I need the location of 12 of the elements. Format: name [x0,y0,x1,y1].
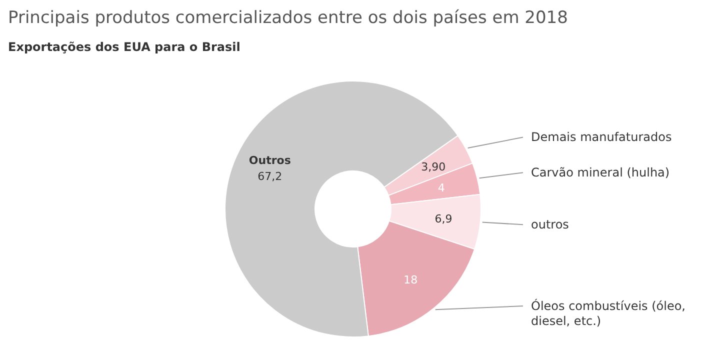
slice-label: Óleos combustíveis (óleo, diesel, etc.) [531,298,686,328]
data-label: 6,9 [434,212,452,226]
slice-label: Demais manufaturados [531,130,672,144]
data-label: 18 [404,273,418,286]
slice-label: Outros [248,154,292,167]
data-label: 67,2 [258,170,282,183]
data-label: 3,90 [421,160,446,174]
data-label: 4 [438,181,445,194]
slice-label: outros [531,218,569,232]
text: Exportações dos EUA para o Brasil [8,40,242,54]
slice-label: Carvão mineral (hulha) [531,166,670,180]
chart-title: Principais produtos comercializados entre os dois países em 2018 [8,8,569,28]
